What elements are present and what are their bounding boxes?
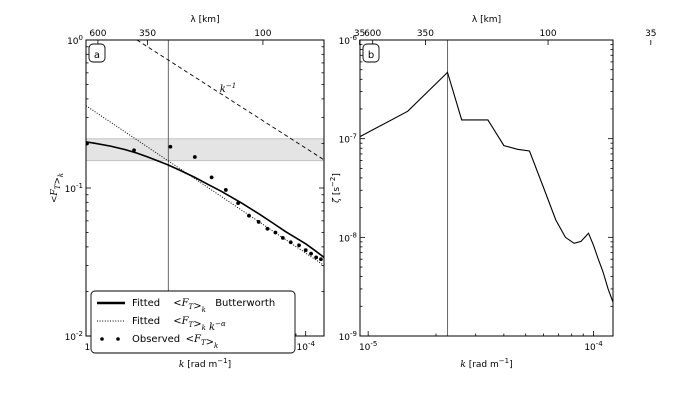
y-tick-label: 10-2	[65, 330, 83, 343]
legend-entry-label: Fitted	[132, 316, 160, 327]
panel-label-box	[362, 43, 380, 63]
observed-point	[303, 248, 308, 253]
observed-point	[314, 255, 319, 260]
panel-label: a	[94, 50, 100, 61]
x-axis-label: k [rad m−1]	[460, 357, 512, 370]
vorticity-spectrum-line	[360, 71, 613, 303]
top-tick-label: 100	[539, 29, 556, 39]
observed-point	[168, 144, 173, 149]
top-tick-label: 600	[364, 29, 381, 39]
observed-point	[132, 148, 136, 153]
legend-swatch-point	[100, 337, 104, 341]
shaded-band	[86, 138, 324, 161]
x-tick-label: 10-5	[359, 340, 377, 353]
observed-point	[247, 213, 251, 218]
legend-box	[90, 290, 296, 354]
top-tick-label: 35	[645, 29, 656, 39]
x-axis-label: k [rad m−1]	[179, 357, 231, 370]
k-minus-one-reference-line	[136, 40, 324, 161]
panel-label: b	[368, 50, 374, 61]
x-tick-label: 10-4	[584, 340, 603, 353]
top-tick-label: 600	[89, 29, 106, 39]
observed-point	[209, 175, 214, 180]
panel-b: 10-5 10-4 10-9 10-8 10-7 10-6 600 350 100 35 λ [km…	[329, 15, 657, 370]
top-axis-label: λ [km]	[472, 15, 501, 25]
y-axis-label: <FT>k	[50, 173, 65, 203]
observed-point	[297, 243, 301, 248]
legend-entry-math: <FT>k	[173, 298, 206, 314]
legend-swatch-point	[116, 337, 120, 341]
y-tick-label: 10-8	[339, 231, 357, 244]
x-tick-label: 10-4	[296, 340, 315, 353]
top-tick-label: 350	[139, 29, 156, 39]
observed-point	[236, 201, 241, 206]
top-axis-label: λ [km]	[190, 15, 219, 25]
axes-frame	[359, 39, 614, 337]
observed-point	[288, 240, 293, 245]
power-law-fit-line	[86, 105, 324, 266]
observed-point	[223, 188, 228, 192]
top-tick-label: 35	[354, 29, 365, 39]
butterworth-fit-line	[86, 141, 324, 258]
y-tick-label: 10-6	[339, 34, 358, 47]
legend-entry-label: Fitted	[132, 298, 160, 309]
y-tick-label: 10-1	[65, 182, 83, 195]
legend-entry-math: <FT>k	[186, 334, 219, 350]
observed-point	[319, 257, 323, 262]
y-axis-label-text: ζ̃ [s−2]	[329, 173, 342, 203]
legend-entry-suffix: Butterworth	[215, 298, 275, 309]
y-axis-label: ζ̃ [s−2]	[329, 173, 342, 203]
k-minus-one-label: k−1	[220, 82, 236, 95]
observed-point	[256, 220, 261, 224]
observed-point	[309, 251, 313, 256]
y-tick-label: 10-7	[339, 133, 357, 146]
top-tick-label: 350	[417, 29, 434, 39]
plot-area	[360, 40, 613, 336]
observed-point	[192, 155, 197, 159]
legend-entry-math: <FT>k k−α	[173, 316, 226, 333]
observed-point	[265, 226, 270, 231]
y-axis-label-text: <FT>k	[50, 173, 65, 203]
observed-point	[280, 236, 285, 240]
legend-entry-label: Observed	[132, 334, 180, 345]
legend: Fitted <FT>k Butterworth Fitted <FT>k k−αO…	[90, 290, 296, 354]
top-tick-label: 100	[254, 29, 271, 39]
y-tick-label: 100	[67, 34, 83, 47]
y-tick-label: 10-9	[339, 330, 357, 343]
plot-area	[86, 40, 324, 336]
panel-label-box	[88, 43, 106, 63]
observed-point	[273, 230, 278, 235]
